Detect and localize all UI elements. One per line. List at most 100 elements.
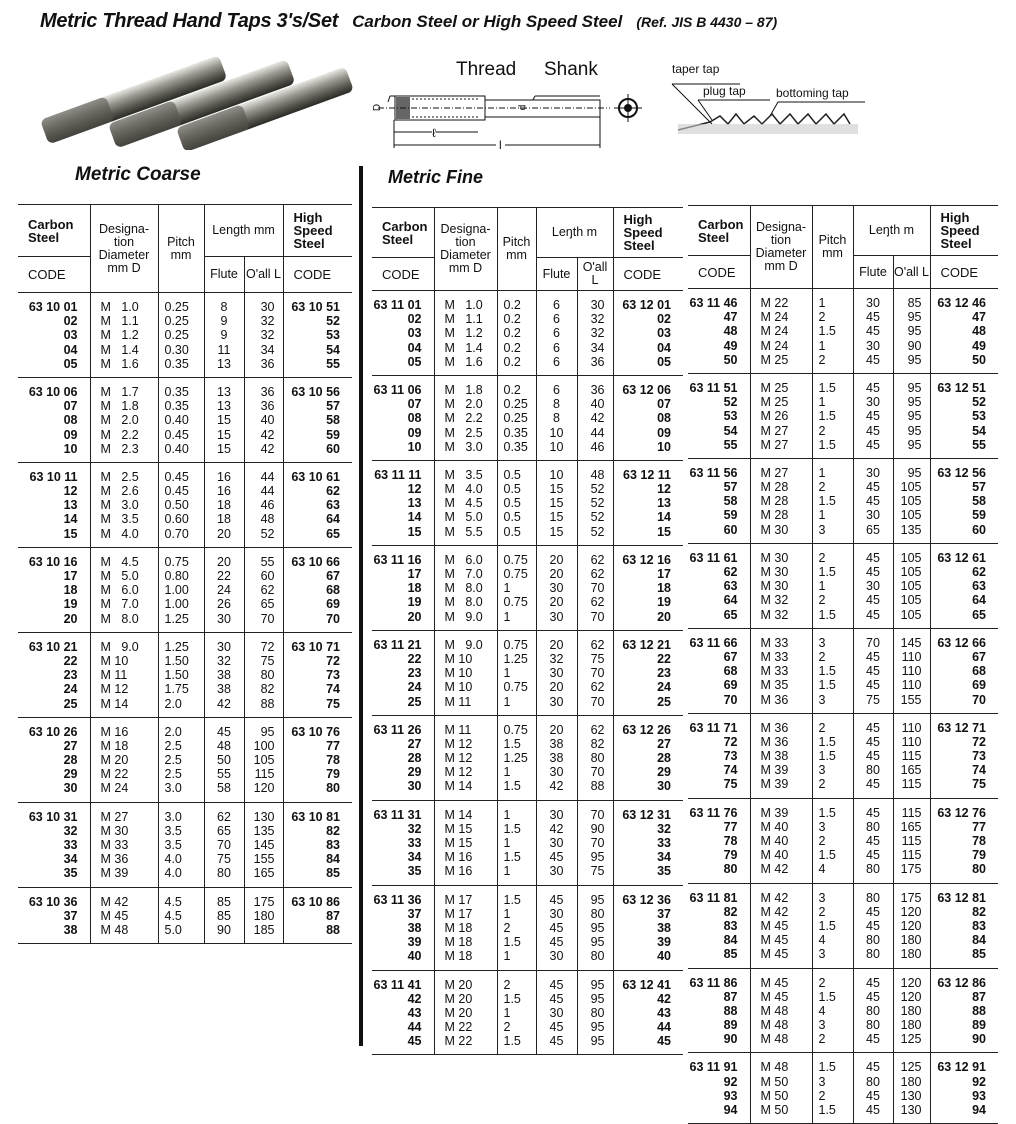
hss-code-cell: 52 [326,314,340,329]
overall-length-cell: 62 [590,680,605,695]
carbon-steel-code-cell: 14 [407,510,422,525]
carbon-steel-code-column: 63 11 46 47 48 49 50 [688,288,751,374]
overall-length-cell: 165 [900,819,922,834]
carbon-steel-code-cell: 63 11 51 [689,380,738,395]
carbon-steel-code-cell: 82 [723,904,738,919]
carbon-steel-code-cell: 60 [723,522,738,537]
designation-column: M 1.8 M 2.0 M 2.2 M 2.5 M 3.0 [433,375,498,461]
pitch-cell: 2 [818,904,826,919]
carbon-steel-code-cell: 15 [407,524,422,539]
hss-code-column: 63 10 86 87 88 [282,887,352,945]
designation-cell: M 1.4 [100,342,139,357]
overall-length-cell: 52 [590,496,605,511]
pitch-column: 1 2 1.5 1 2 [811,288,854,374]
overall-length-cell: 62 [590,552,605,567]
flute-length-cell: 9 [220,314,228,329]
overall-length-cell: 30 [590,298,605,312]
hss-code-cell: 27 [657,736,671,751]
hss-code-column: 63 12 01 02 03 04 05 [612,290,683,376]
hss-code-cell: 60 [972,522,986,537]
hss-code-cell: 63 12 01 [622,298,671,312]
hss-code-column: 63 12 51 52 53 54 55 [929,373,998,459]
designation-cell: M 24 [100,781,129,796]
overall-length-cell: 90 [907,338,922,353]
table-row-group: 63 11 36 37 38 39 40 M 17 M 17 M 18 M 18 M 18 1.5 1… [372,885,683,971]
flute-length-cell: 45 [866,749,880,764]
overall-length-cell: 44 [260,469,275,484]
pitch-cell: 1.5 [818,734,836,749]
flute-length-cell: 45 [866,834,880,848]
flute-length-cell: 45 [866,678,880,693]
overall-length-cell: 135 [253,823,275,838]
designation-cell: M 36 [760,692,789,707]
hss-code-cell: 25 [657,694,671,709]
pitch-column: 0.75 0.80 1.00 1.00 1.25 [157,547,205,633]
carbon-steel-code-cell: 33 [407,836,422,850]
pitch-cell: 1.5 [818,678,836,693]
overall-length-cell: 46 [590,439,605,454]
carbon-steel-code-cell: 08 [407,411,422,426]
carbon-steel-code-cell: 08 [63,413,78,428]
carbon-steel-code-column: 63 11 26 27 28 29 30 [372,715,435,801]
overall-length-cell: 95 [590,977,605,992]
flute-length-column: 45 45 30 45 45 [852,543,894,629]
overall-length-cell: 165 [253,866,275,881]
overall-length-cell: 34 [260,342,275,357]
hss-code-cell: 18 [657,581,671,596]
overall-length-cell: 62 [590,722,605,737]
flute-length-cell: 45 [549,935,564,950]
designation-cell: M 35 [760,678,789,693]
overall-length-cell: 95 [590,850,605,865]
overall-length-cell: 75 [590,651,605,666]
designation-cell: M 11 [444,722,472,737]
hss-code-cell: 55 [326,356,340,371]
designation-column: M 16 M 18 M 20 M 22 M 24 [89,717,159,803]
pitch-column: 1.5 1 2 1.5 1 [496,885,537,971]
hss-code-cell: 58 [972,494,986,509]
flute-length-cell: 48 [217,738,231,753]
pitch-cell: 1.5 [503,821,521,836]
designation-column: M 9.0 M 10 M 10 M 10 M 11 [433,630,498,716]
pitch-cell: 4.5 [164,908,182,923]
carbon-steel-code-cell: 14 [63,512,78,527]
hss-code-cell: 84 [972,933,986,948]
overall-length-column: 95 95 95 95 95 [892,373,931,459]
designation-cell: M 2.5 [444,425,483,440]
hss-code-column: 63 12 81 82 83 84 85 [929,883,998,969]
carbon-steel-code-column: 63 11 16 17 18 19 20 [372,545,435,631]
flute-length-cell: 45 [866,720,880,735]
designation-cell: M 20 [444,1005,473,1020]
hss-code-cell: 63 12 46 [937,296,986,310]
carbon-steel-code-cell: 35 [63,866,78,881]
flute-length-cell: 6 [553,354,560,369]
flute-length-cell: 45 [866,918,880,933]
table-row-group: 63 10 16 17 18 19 20 M 4.5 M 5.0 M 6.0 M 7.0 M 8.… [18,547,352,633]
designation-cell: M 45 [100,908,129,923]
overall-length-cell: 115 [901,777,922,792]
table-row-group: 63 10 26 27 28 29 30 M 16 M 18 M 20 M 22 M 24 2.0 2… [18,717,352,803]
hss-code-cell: 59 [972,508,986,523]
flute-length-cell: 15 [217,413,231,428]
designation-cell: M 22 [444,1020,473,1035]
table-row-group: 63 10 01 02 03 04 05 M 1.0 M 1.1 M 1.2 M 1.4 M 1.… [18,292,352,378]
pitch-cell: 3 [818,1018,826,1033]
flute-length-cell: 8 [553,411,560,426]
carbon-steel-code-cell: 05 [407,354,422,369]
overall-length-cell: 115 [254,767,275,782]
overall-length-cell: 55 [260,554,275,569]
overall-length-cell: 145 [253,838,275,852]
overall-length-column: 95 105 105 105 135 [892,458,931,544]
pitch-column: 2 1.5 1 2 1.5 [496,970,537,1056]
overall-length-cell: 80 [260,668,275,683]
pitch-column: 0.2 0.25 0.25 0.35 0.35 [496,375,537,461]
hss-code-cell: 73 [972,749,986,764]
pitch-cell: 4.0 [164,866,182,881]
hss-code-cell: 34 [657,850,671,865]
flute-length-cell: 13 [217,399,231,414]
overall-length-label: l [496,138,505,152]
overall-length-cell: 95 [907,352,922,367]
header-hss-code: CODE [929,255,998,289]
hss-code-cell: 69 [972,678,986,693]
hss-code-cell: 33 [657,836,671,850]
section-title-coarse: Metric Coarse [75,164,201,185]
